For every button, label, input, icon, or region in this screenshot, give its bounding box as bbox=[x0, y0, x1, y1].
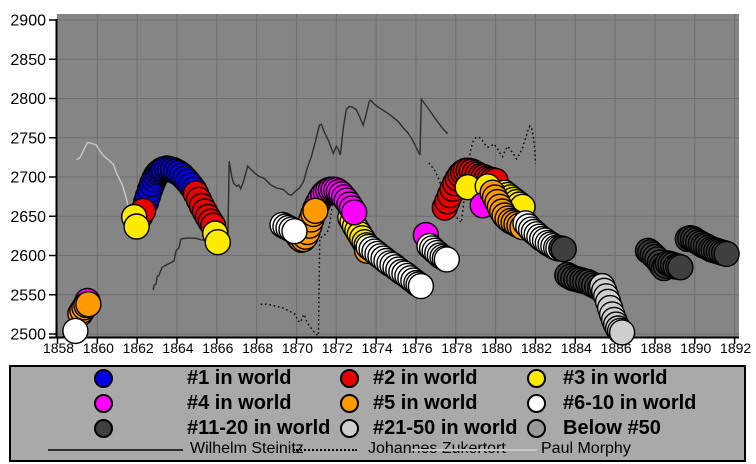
chart-canvas: 2500 2550 2600 2650 2700 2750 2800 2850 2900 1858… bbox=[10, 13, 751, 357]
legend-rank-label: #11-20 in world bbox=[187, 417, 331, 439]
rating-point bbox=[608, 319, 636, 346]
rating-line-wilhelm-steinitz bbox=[152, 97, 449, 291]
x-tick-label: 1878 bbox=[441, 340, 472, 356]
rating-point bbox=[62, 317, 89, 345]
y-tick-label: 2500 bbox=[10, 327, 46, 344]
x-tick-label: 1866 bbox=[202, 340, 233, 356]
legend-rank-marker bbox=[339, 418, 359, 438]
rating-point bbox=[407, 272, 435, 300]
legend-rank-label: #1 in world bbox=[187, 367, 292, 389]
legend-rank-label: Below #50 bbox=[563, 417, 661, 439]
x-tick-label: 1884 bbox=[561, 340, 592, 356]
x-tick-label: 1868 bbox=[242, 340, 273, 356]
legend-line-sample bbox=[48, 449, 183, 451]
x-tick-label: 1862 bbox=[123, 340, 154, 356]
legend-rank-marker bbox=[526, 418, 546, 438]
legend-line-label: Paul Morphy bbox=[541, 440, 631, 457]
legend-rank-marker bbox=[93, 418, 113, 438]
rating-point bbox=[123, 213, 150, 240]
rating-point bbox=[302, 197, 329, 225]
x-tick-label: 1860 bbox=[83, 340, 114, 356]
y-tick-label: 2700 bbox=[10, 170, 46, 187]
x-tick-label: 1880 bbox=[481, 340, 512, 356]
rating-point bbox=[550, 235, 577, 263]
rating-point bbox=[667, 254, 694, 281]
legend-rank-marker bbox=[339, 393, 359, 413]
legend-rank-label: #2 in world bbox=[373, 367, 478, 389]
rating-point bbox=[433, 246, 460, 273]
legend-rank-marker bbox=[93, 393, 113, 413]
legend: #1 in world #2 in world #3 in world #4 in w… bbox=[9, 365, 746, 462]
y-tick-label: 2550 bbox=[10, 287, 46, 304]
x-tick-label: 1892 bbox=[720, 340, 751, 356]
legend-rank-label: #21-50 in world bbox=[373, 417, 518, 439]
legend-line-sample bbox=[293, 449, 357, 451]
x-tick-label: 1888 bbox=[640, 340, 671, 356]
y-tick-label: 2650 bbox=[10, 209, 46, 226]
legend-rank-label: #5 in world bbox=[373, 392, 478, 414]
rating-line-johannes-zukertort bbox=[260, 180, 353, 337]
rating-point bbox=[341, 199, 368, 226]
x-tick-label: 1872 bbox=[322, 340, 353, 356]
rating-point bbox=[713, 240, 740, 268]
x-tick-label: 1864 bbox=[162, 340, 193, 356]
x-tick-label: 1890 bbox=[680, 340, 711, 356]
rating-point bbox=[204, 228, 232, 256]
x-tick-label: 1874 bbox=[362, 340, 393, 356]
x-tick-label: 1882 bbox=[521, 340, 552, 356]
legend-rank-label: #4 in world bbox=[187, 392, 292, 414]
legend-rank-marker bbox=[93, 368, 113, 388]
legend-line-label: Johannes Zukertort bbox=[368, 440, 506, 457]
legend-line-sample bbox=[411, 449, 537, 451]
rating-point bbox=[75, 291, 102, 318]
y-tick-label: 2850 bbox=[10, 52, 46, 69]
legend-rank-marker bbox=[526, 368, 546, 388]
rating-point bbox=[281, 217, 308, 245]
rating-line-paul-morphy bbox=[76, 141, 132, 217]
legend-rank-marker bbox=[526, 393, 546, 413]
legend-rank-marker bbox=[339, 368, 359, 388]
y-tick-label: 2900 bbox=[10, 13, 46, 30]
x-tick-label: 1870 bbox=[282, 340, 313, 356]
y-tick-label: 2750 bbox=[10, 130, 46, 147]
legend-line-label: Wilhelm Steinitz bbox=[190, 440, 304, 457]
y-tick-label: 2600 bbox=[10, 248, 46, 265]
x-tick-label: 1876 bbox=[401, 340, 432, 356]
y-tick-label: 2800 bbox=[10, 91, 46, 108]
x-tick-label: 1858 bbox=[43, 340, 74, 356]
legend-rank-label: #3 in world bbox=[563, 367, 668, 389]
legend-rank-label: #6-10 in world bbox=[563, 392, 697, 414]
